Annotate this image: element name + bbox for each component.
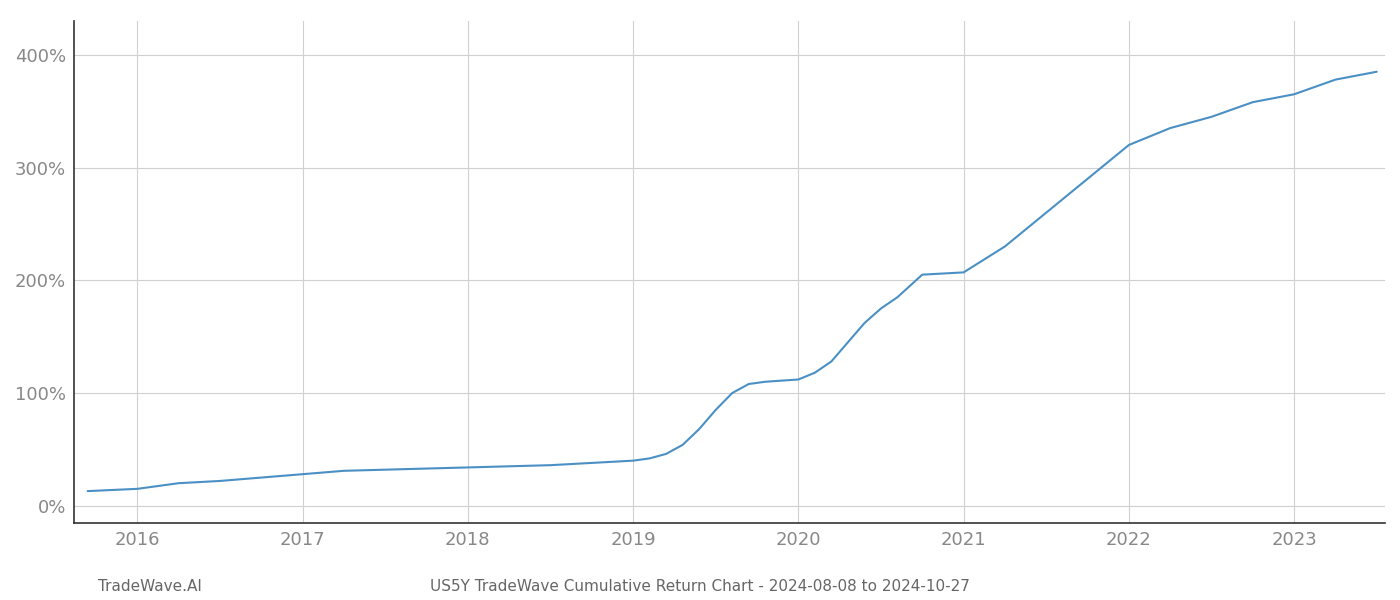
- Text: US5Y TradeWave Cumulative Return Chart - 2024-08-08 to 2024-10-27: US5Y TradeWave Cumulative Return Chart -…: [430, 579, 970, 594]
- Text: TradeWave.AI: TradeWave.AI: [98, 579, 202, 594]
